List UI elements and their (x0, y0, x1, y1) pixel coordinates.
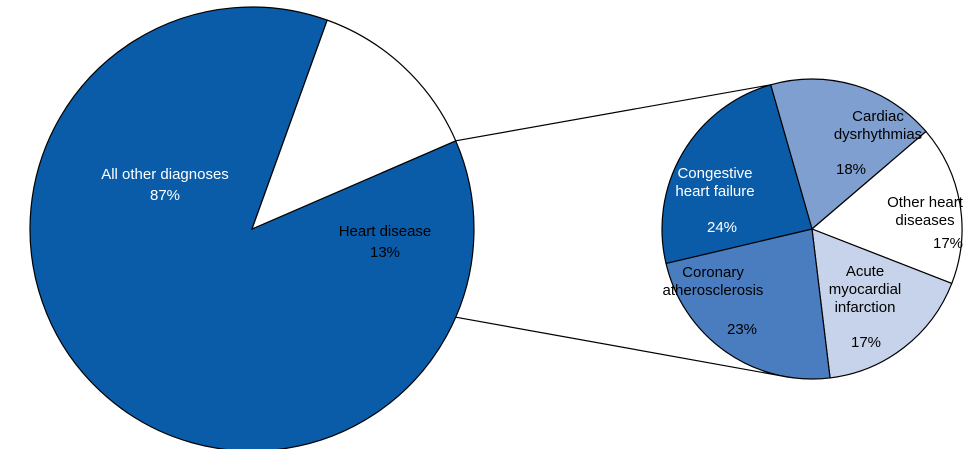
connector-line (455, 316, 789, 378)
slice-label-box: Heart disease (338, 223, 432, 240)
slice-label: All other diagnoses (101, 166, 229, 183)
slice-label-box: Other heart diseases (887, 194, 963, 229)
slice-label-box: Congestive heart failure (675, 165, 755, 200)
pie-slice (810, 130, 963, 285)
pie-slice (769, 78, 927, 231)
pie-slice (250, 19, 457, 231)
pie-slice (811, 228, 953, 379)
slice-value-label: 24% (707, 219, 737, 236)
slice-label: Other heart diseases (887, 194, 963, 229)
slice-label: Congestive heart failure (675, 165, 755, 200)
slice-label: Cardiac dysrhythmias (833, 108, 923, 143)
connector-line (455, 84, 771, 142)
slice-value-label: 18% (836, 161, 866, 178)
slice-label: Heart disease (338, 223, 432, 240)
pie-slice (665, 228, 831, 380)
slice-label-box: Cardiac dysrhythmias (833, 108, 923, 143)
slice-label: Acute myocardial infarction (828, 263, 902, 316)
slice-value-label: 87% (150, 187, 180, 204)
pie-slice (661, 84, 813, 265)
slice-value-label: 13% (370, 244, 400, 261)
slice-label-box: All other diagnoses (101, 166, 229, 183)
slice-value-label: 17% (933, 235, 963, 252)
slice-value-label: 17% (851, 334, 881, 351)
slice-value-label: 23% (727, 321, 757, 338)
slice-label-box: Acute myocardial infarction (828, 263, 902, 316)
slice-label-box: Coronary atherosclerosis (662, 264, 764, 299)
slice-label: Coronary atherosclerosis (662, 264, 764, 299)
